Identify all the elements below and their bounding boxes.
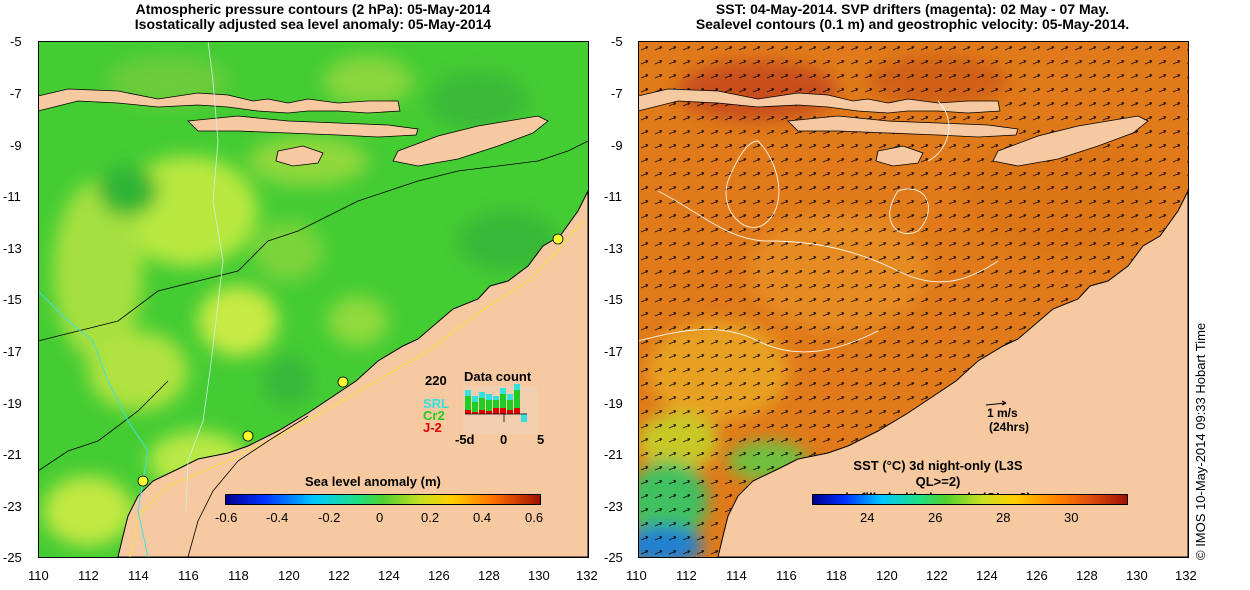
left-title-line1: Atmospheric pressure contours (2 hPa): 0… (135, 1, 491, 17)
lon-tick: 132 (576, 568, 598, 583)
lat-tick: -25 (604, 550, 623, 565)
lat-tick: -9 (10, 138, 22, 153)
lat-tick: -13 (3, 241, 22, 256)
lat-tick: -21 (604, 447, 623, 462)
lat-tick: -23 (604, 499, 623, 514)
lat-tick: -19 (3, 396, 22, 411)
left-title: Atmospheric pressure contours (2 hPa): 0… (38, 2, 588, 32)
sla-tick: 0.4 (473, 510, 492, 525)
timor-island (392, 115, 549, 167)
lon-tick: 114 (128, 568, 149, 583)
lon-tick: 132 (1175, 568, 1197, 583)
sla-map (38, 41, 588, 557)
data-count-max: 220 (425, 373, 447, 388)
sealevel-contours (638, 100, 999, 353)
coast-shelf-line (129, 220, 584, 557)
sumba-island-sst (875, 145, 924, 167)
sla-tick: 0.2 (421, 510, 440, 525)
lon-tick: 120 (876, 568, 898, 583)
lat-tick: -23 (3, 499, 22, 514)
imos-credit: © IMOS 10-May-2014 09:33 Hobart Time (1193, 322, 1208, 560)
right-title-line1: SST: 04-May-2014. SVP drifters (magenta)… (715, 1, 1110, 17)
inset-tick-minus5d: -5d (455, 432, 475, 447)
lon-tick: 126 (1026, 568, 1048, 583)
sla-tick: -0.4 (266, 510, 289, 525)
indonesia-islands (38, 88, 401, 114)
velocity-scale (985, 400, 1007, 406)
sst-tick: 30 (1064, 510, 1079, 525)
lat-tick: -5 (10, 34, 22, 49)
legend-cr2: Cr2 (423, 408, 445, 423)
pressure-contours (38, 140, 588, 557)
lon-tick: 110 (28, 568, 49, 583)
lat-tick: -13 (604, 241, 623, 256)
lon-tick: 122 (926, 568, 948, 583)
sla-tick: -0.2 (318, 510, 341, 525)
drifter-markers (137, 233, 564, 487)
sst-tick: 28 (996, 510, 1011, 525)
sst-colorbar (812, 494, 1128, 505)
lon-tick: 128 (478, 568, 500, 583)
sst-tick: 24 (860, 510, 875, 525)
flores-island (187, 115, 419, 138)
inset-tick-5: 5 (537, 432, 545, 447)
velocity-scale-sub: (24hrs) (989, 420, 1030, 434)
lon-tick: 122 (328, 568, 350, 583)
lat-tick: -7 (611, 86, 623, 101)
data-count-title: Data count (464, 369, 532, 384)
timor-island-sst (992, 115, 1149, 167)
legend-srl: SRL (423, 396, 449, 411)
lat-tick: -19 (604, 396, 623, 411)
lat-tick: -5 (611, 34, 623, 49)
sst-tick: 26 (928, 510, 943, 525)
sla-tick: 0 (376, 510, 384, 525)
cyan-contour (38, 290, 149, 557)
lon-tick: 112 (676, 568, 697, 583)
white-contour (185, 41, 224, 512)
left-title-line2: Isostatically adjusted sea level anomaly… (134, 16, 492, 32)
sla-colorbar-label: Sea level anomaly (m) (305, 474, 441, 489)
inset-tick-0: 0 (500, 432, 508, 447)
lon-tick: 118 (826, 568, 847, 583)
lon-tick: 118 (228, 568, 249, 583)
lat-tick: -17 (3, 344, 22, 359)
indonesia-islands-sst (638, 88, 1001, 114)
lat-tick: -9 (611, 138, 623, 153)
lon-tick: 128 (1076, 568, 1098, 583)
lat-tick: -7 (10, 86, 22, 101)
sla-tick: 0.6 (525, 510, 544, 525)
lon-tick: 130 (528, 568, 550, 583)
data-count-bars (465, 384, 527, 422)
lat-tick: -15 (3, 292, 22, 307)
sla-colorbar (225, 494, 541, 505)
lon-tick: 126 (428, 568, 450, 583)
sst-map (638, 41, 1188, 557)
sst-colorbar-label-line1: SST (°C) 3d night-only (L3S QL>=2) (853, 458, 1023, 489)
australia-land-sst (717, 190, 1188, 557)
sumba-island (275, 145, 324, 167)
lat-tick: -15 (604, 292, 623, 307)
sla-tick: -0.6 (215, 510, 238, 525)
lon-tick: 124 (378, 568, 400, 583)
lon-tick: 112 (78, 568, 99, 583)
lat-tick: -11 (604, 189, 622, 204)
lat-tick: -21 (3, 447, 22, 462)
lon-tick: 124 (976, 568, 998, 583)
right-title-line2: Sealevel contours (0.1 m) and geostrophi… (695, 16, 1130, 32)
right-title: SST: 04-May-2014. SVP drifters (magenta)… (625, 2, 1200, 32)
lat-tick: -17 (604, 344, 623, 359)
lat-tick: -25 (3, 550, 22, 565)
inset-bars (465, 384, 527, 422)
lon-tick: 120 (278, 568, 300, 583)
lat-tick: -11 (3, 189, 21, 204)
lon-tick: 116 (178, 568, 199, 583)
lon-tick: 116 (776, 568, 797, 583)
flores-island-sst (787, 115, 1019, 138)
velocity-scale-label: 1 m/s (987, 406, 1018, 420)
lon-tick: 110 (626, 568, 647, 583)
lon-tick: 130 (1126, 568, 1148, 583)
lon-tick: 114 (726, 568, 747, 583)
australia-land (117, 190, 588, 557)
legend-j2: J-2 (423, 420, 442, 435)
